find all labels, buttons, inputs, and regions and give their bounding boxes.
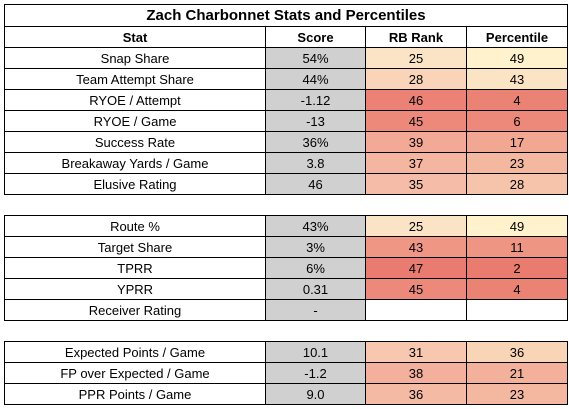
- table-row: Breakaway Yards / Game 3.8 37 23: [4, 152, 568, 174]
- section-gap: [4, 320, 568, 342]
- header-stat: Stat: [4, 26, 266, 48]
- score-cell: 46: [265, 173, 366, 195]
- percentile-cell: 2: [466, 257, 568, 279]
- rb-rank-cell: 47: [365, 257, 467, 279]
- stat-name-cell: Route %: [4, 215, 266, 237]
- score-cell: 0.31: [265, 278, 366, 300]
- percentile-cell: 4: [466, 278, 568, 300]
- score-cell: -: [265, 299, 366, 321]
- stat-name-cell: Success Rate: [4, 131, 266, 153]
- header-percentile: Percentile: [466, 26, 568, 48]
- rb-rank-cell: 35: [365, 173, 467, 195]
- stat-name-cell: TPRR: [4, 257, 266, 279]
- table-row: Receiver Rating -: [4, 299, 568, 321]
- stats-table: Zach Charbonnet Stats and Percentiles St…: [4, 4, 568, 405]
- rb-rank-cell: 31: [365, 341, 467, 363]
- score-cell: 54%: [265, 47, 366, 69]
- table-row: Target Share 3% 43 11: [4, 236, 568, 258]
- score-cell: -1.2: [265, 362, 366, 384]
- score-cell: 43%: [265, 215, 366, 237]
- score-cell: -1.12: [265, 89, 366, 111]
- rb-rank-cell: 45: [365, 278, 467, 300]
- rb-rank-cell: [365, 299, 467, 321]
- section-spacer: [4, 194, 568, 216]
- header-score: Score: [265, 26, 366, 48]
- rb-rank-cell: 46: [365, 89, 467, 111]
- stat-name-cell: Receiver Rating: [4, 299, 266, 321]
- table-row: Expected Points / Game 10.1 31 36: [4, 341, 568, 363]
- percentile-cell: 6: [466, 110, 568, 132]
- percentile-cell: 43: [466, 68, 568, 90]
- table-row: PPR Points / Game 9.0 36 23: [4, 383, 568, 405]
- rb-rank-cell: 38: [365, 362, 467, 384]
- rb-rank-cell: 25: [365, 215, 467, 237]
- percentile-cell: 49: [466, 215, 568, 237]
- stat-name-cell: PPR Points / Game: [4, 383, 266, 405]
- table-row: Snap Share 54% 25 49: [4, 47, 568, 69]
- score-cell: 6%: [265, 257, 366, 279]
- percentile-cell: 11: [466, 236, 568, 258]
- rb-rank-cell: 36: [365, 383, 467, 405]
- score-cell: 36%: [265, 131, 366, 153]
- table-row: Route % 43% 25 49: [4, 215, 568, 237]
- table-row: FP over Expected / Game -1.2 38 21: [4, 362, 568, 384]
- title-row: Zach Charbonnet Stats and Percentiles: [4, 4, 568, 27]
- score-cell: 9.0: [265, 383, 366, 405]
- table-row: Team Attempt Share 44% 28 43: [4, 68, 568, 90]
- stat-name-cell: Elusive Rating: [4, 173, 266, 195]
- percentile-cell: 23: [466, 152, 568, 174]
- score-cell: 10.1: [265, 341, 366, 363]
- rb-rank-cell: 43: [365, 236, 467, 258]
- stat-name-cell: FP over Expected / Game: [4, 362, 266, 384]
- percentile-cell: 21: [466, 362, 568, 384]
- stat-name-cell: RYOE / Attempt: [4, 89, 266, 111]
- stat-name-cell: Snap Share: [4, 47, 266, 69]
- table-row: Elusive Rating 46 35 28: [4, 173, 568, 195]
- percentile-cell: 28: [466, 173, 568, 195]
- score-cell: -13: [265, 110, 366, 132]
- stat-name-cell: YPRR: [4, 278, 266, 300]
- table-title: Zach Charbonnet Stats and Percentiles: [4, 4, 568, 27]
- section-spacer: [4, 320, 568, 342]
- rb-rank-cell: 39: [365, 131, 467, 153]
- stat-name-cell: Target Share: [4, 236, 266, 258]
- score-cell: 3%: [265, 236, 366, 258]
- table-row: RYOE / Attempt -1.12 46 4: [4, 89, 568, 111]
- percentile-cell: 17: [466, 131, 568, 153]
- header-row: Stat Score RB Rank Percentile: [4, 26, 568, 48]
- table-row: Success Rate 36% 39 17: [4, 131, 568, 153]
- rb-rank-cell: 45: [365, 110, 467, 132]
- score-cell: 44%: [265, 68, 366, 90]
- stat-name-cell: Expected Points / Game: [4, 341, 266, 363]
- score-cell: 3.8: [265, 152, 366, 174]
- rb-rank-cell: 37: [365, 152, 467, 174]
- table-row: TPRR 6% 47 2: [4, 257, 568, 279]
- section-gap: [4, 194, 568, 216]
- rb-rank-cell: 25: [365, 47, 467, 69]
- percentile-cell: 23: [466, 383, 568, 405]
- stat-name-cell: Team Attempt Share: [4, 68, 266, 90]
- percentile-cell: [466, 299, 568, 321]
- percentile-cell: 36: [466, 341, 568, 363]
- table-row: YPRR 0.31 45 4: [4, 278, 568, 300]
- stat-name-cell: RYOE / Game: [4, 110, 266, 132]
- percentile-cell: 4: [466, 89, 568, 111]
- header-rb-rank: RB Rank: [365, 26, 467, 48]
- rb-rank-cell: 28: [365, 68, 467, 90]
- percentile-cell: 49: [466, 47, 568, 69]
- stat-name-cell: Breakaway Yards / Game: [4, 152, 266, 174]
- table-row: RYOE / Game -13 45 6: [4, 110, 568, 132]
